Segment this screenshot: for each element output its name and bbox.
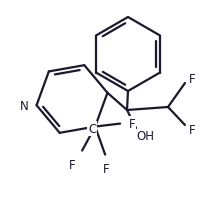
Text: F: F — [69, 158, 75, 171]
Text: F: F — [189, 123, 195, 136]
Text: N: N — [20, 99, 29, 112]
Text: OH: OH — [136, 130, 154, 143]
Text: C: C — [88, 122, 96, 135]
Text: F: F — [189, 73, 195, 86]
Text: F: F — [129, 117, 136, 130]
Text: F: F — [103, 162, 109, 175]
